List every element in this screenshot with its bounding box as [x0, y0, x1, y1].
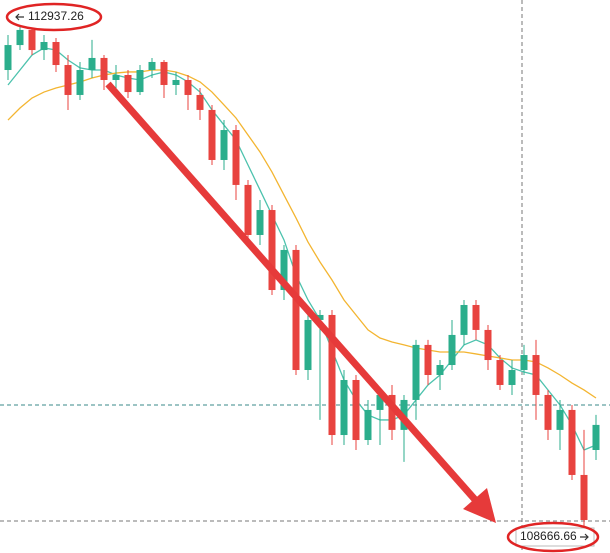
- candle-body: [4, 45, 12, 71]
- candle-body: [64, 65, 72, 95]
- candle-body: [412, 344, 420, 400]
- plot-area: [4, 17, 600, 537]
- candle-body: [544, 394, 552, 430]
- trend-arrow: [105, 81, 496, 523]
- candle-body: [484, 329, 492, 361]
- candle-body: [256, 210, 264, 235]
- highlight-ellipse: [5, 2, 103, 32]
- candle-body: [232, 130, 240, 185]
- candle-body: [220, 130, 228, 160]
- candle-body: [496, 360, 504, 385]
- arrow-shaft: [105, 81, 481, 506]
- candle-body: [280, 249, 288, 291]
- candle-body: [340, 379, 348, 436]
- candle-body: [376, 394, 384, 410]
- label-box: [12, 8, 98, 26]
- high-value-label: 112937.26: [28, 9, 84, 23]
- candle-body: [436, 365, 444, 375]
- candle-body: [460, 304, 468, 335]
- candle-body: [40, 42, 48, 51]
- candle-body: [196, 94, 204, 110]
- candle-body: [184, 79, 192, 95]
- candle-body: [448, 334, 456, 366]
- candle-body: [568, 409, 576, 475]
- moving-average-line: [7, 47, 597, 451]
- low-label: 108666.66: [506, 521, 600, 553]
- high-label: 112937.26: [5, 2, 103, 32]
- moving-average-line: [7, 69, 597, 399]
- candle-body: [268, 210, 276, 291]
- candle-body: [112, 74, 120, 80]
- candle-body: [88, 57, 96, 71]
- candle-body: [472, 304, 480, 330]
- arrow-head: [463, 488, 496, 523]
- candle-body: [520, 355, 528, 371]
- candle-body: [160, 61, 168, 85]
- candle-body: [508, 370, 516, 385]
- candle-body: [556, 409, 564, 430]
- candle-body: [136, 70, 144, 93]
- candle-body: [16, 29, 24, 46]
- candle-body: [424, 344, 432, 375]
- left-arrow-icon: [15, 13, 24, 21]
- low-value-label: 108666.66: [520, 529, 577, 543]
- candle-body: [388, 394, 396, 430]
- candle-body: [124, 74, 132, 93]
- candle-body: [28, 29, 36, 51]
- candle-body: [76, 70, 84, 95]
- candle-body: [532, 355, 540, 395]
- candle-body: [328, 314, 336, 436]
- candle-body: [304, 319, 312, 371]
- candle-body: [364, 409, 372, 441]
- right-arrow-icon: [580, 533, 589, 541]
- candle-body: [172, 79, 180, 85]
- candle-body: [100, 57, 108, 80]
- candle-body: [148, 61, 156, 71]
- candle-body: [208, 109, 216, 160]
- highlight-ellipse: [506, 521, 600, 553]
- label-box: [515, 527, 595, 547]
- candle-body: [292, 249, 300, 371]
- candle-body: [352, 379, 360, 441]
- candle-body: [316, 314, 324, 320]
- candle-body: [592, 424, 600, 450]
- candle-body: [580, 474, 588, 521]
- candle-body: [244, 184, 252, 235]
- candle-body: [52, 42, 60, 66]
